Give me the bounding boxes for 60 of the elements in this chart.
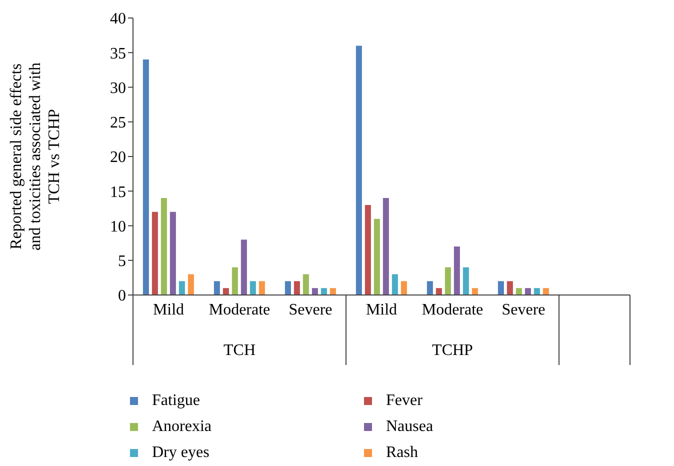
y-tick-label: 0 [118,288,126,305]
bar [284,281,291,295]
bar [374,218,380,295]
legend-label: Dry eyes [152,444,210,462]
x-tick-label: Moderate [422,301,484,318]
bar [160,198,167,295]
y-tick-label: 10 [110,218,126,236]
bar [524,288,531,295]
y-tick-label: 35 [110,45,126,62]
bar [142,60,149,295]
bar [426,281,433,295]
bar [506,281,513,295]
legend-label: Fatigue [152,392,200,410]
bar [188,274,194,295]
bar [454,246,460,295]
y-axis-title: Reported general side effects and toxicities associated with TCH vs TCHP [8,62,63,250]
bar [400,281,407,295]
bar [152,212,158,295]
text: TCHP [432,342,474,359]
bar [382,198,389,295]
legend-label: Rash [386,444,418,462]
bar [302,274,309,295]
bar [498,281,504,295]
legend-label: Anorexia [152,418,212,436]
bar [356,46,362,295]
bar [392,274,398,295]
bar [240,240,247,295]
bar [330,288,336,295]
y-tick-label: 30 [110,80,126,97]
bar [534,288,540,295]
bar [542,288,549,295]
x-tick-label: Mild [366,301,398,318]
bar [312,288,318,295]
legend-label: Fever [386,392,422,410]
bar [364,204,371,295]
bar [170,212,176,295]
y-tick-label: 25 [110,114,126,132]
bar [462,267,469,295]
bar [294,281,300,295]
x-tick-label: Severe [502,301,546,318]
bar [516,288,522,295]
bar [214,281,220,295]
bar [250,281,256,295]
bar [178,281,185,295]
x-tick-label: Mild [152,301,184,318]
y-tick-label: 5 [118,253,126,270]
y-tick-label: 15 [110,184,126,201]
bar [436,288,442,295]
bar [320,288,327,295]
bar [472,288,478,295]
bar [232,267,238,295]
x-tick-label: Moderate [208,301,270,318]
y-tick-label: 20 [110,149,126,166]
bar [258,281,265,295]
bar [444,267,451,295]
legend-label: Nausea [386,418,434,436]
x-tick-label: Severe [288,301,332,318]
bar [222,288,229,295]
y-tick-label: 40 [110,10,126,28]
text: TCH [224,342,256,359]
